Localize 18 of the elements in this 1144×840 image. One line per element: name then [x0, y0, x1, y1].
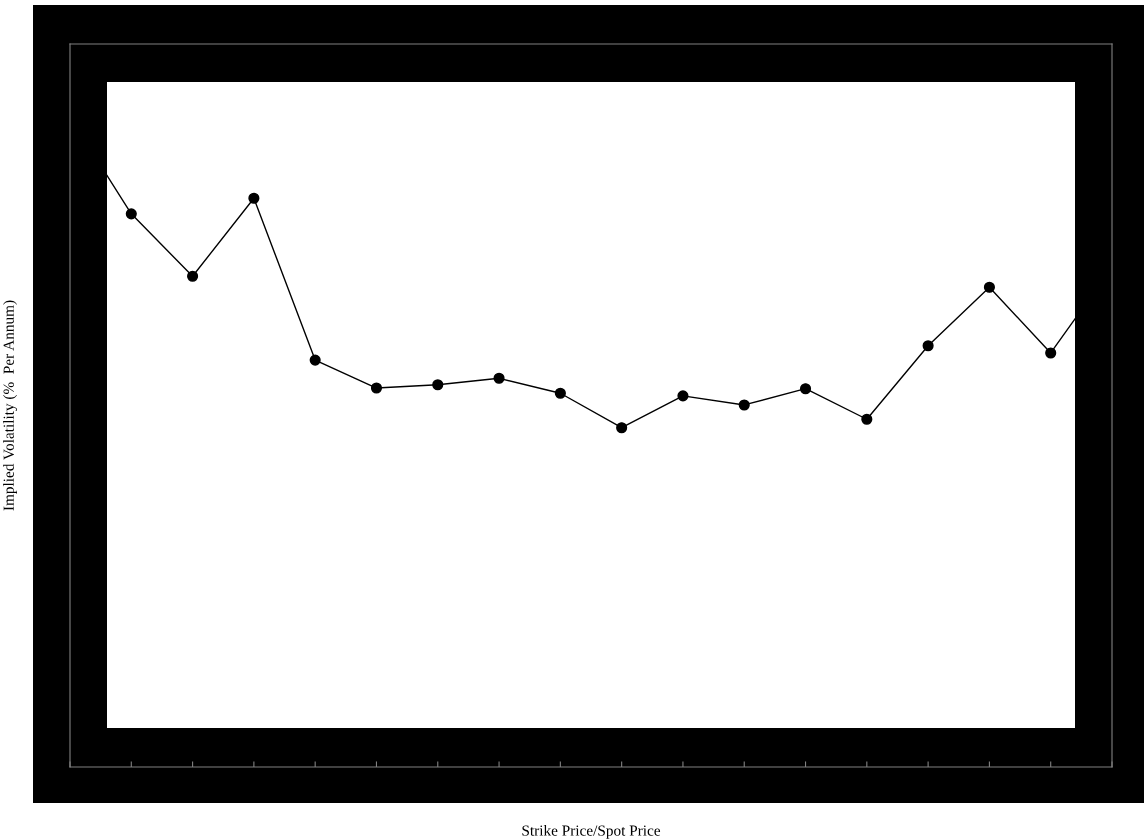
- point: [983, 281, 995, 293]
- point: [738, 399, 750, 411]
- point: [861, 413, 873, 425]
- point: [187, 270, 199, 282]
- point: [309, 354, 321, 366]
- point: [922, 340, 934, 352]
- point: [1045, 347, 1057, 359]
- point: [370, 382, 383, 394]
- x-axis-title: Strike Price/Spot Price: [522, 825, 661, 839]
- point: [248, 192, 260, 204]
- point: [493, 372, 505, 384]
- point: [125, 208, 137, 220]
- point: [432, 379, 444, 391]
- point: [616, 422, 628, 434]
- point: [677, 390, 689, 402]
- point: [799, 383, 812, 395]
- point: [554, 387, 566, 399]
- y-axis-title: Implied Volatility (% Per Annum): [3, 300, 17, 511]
